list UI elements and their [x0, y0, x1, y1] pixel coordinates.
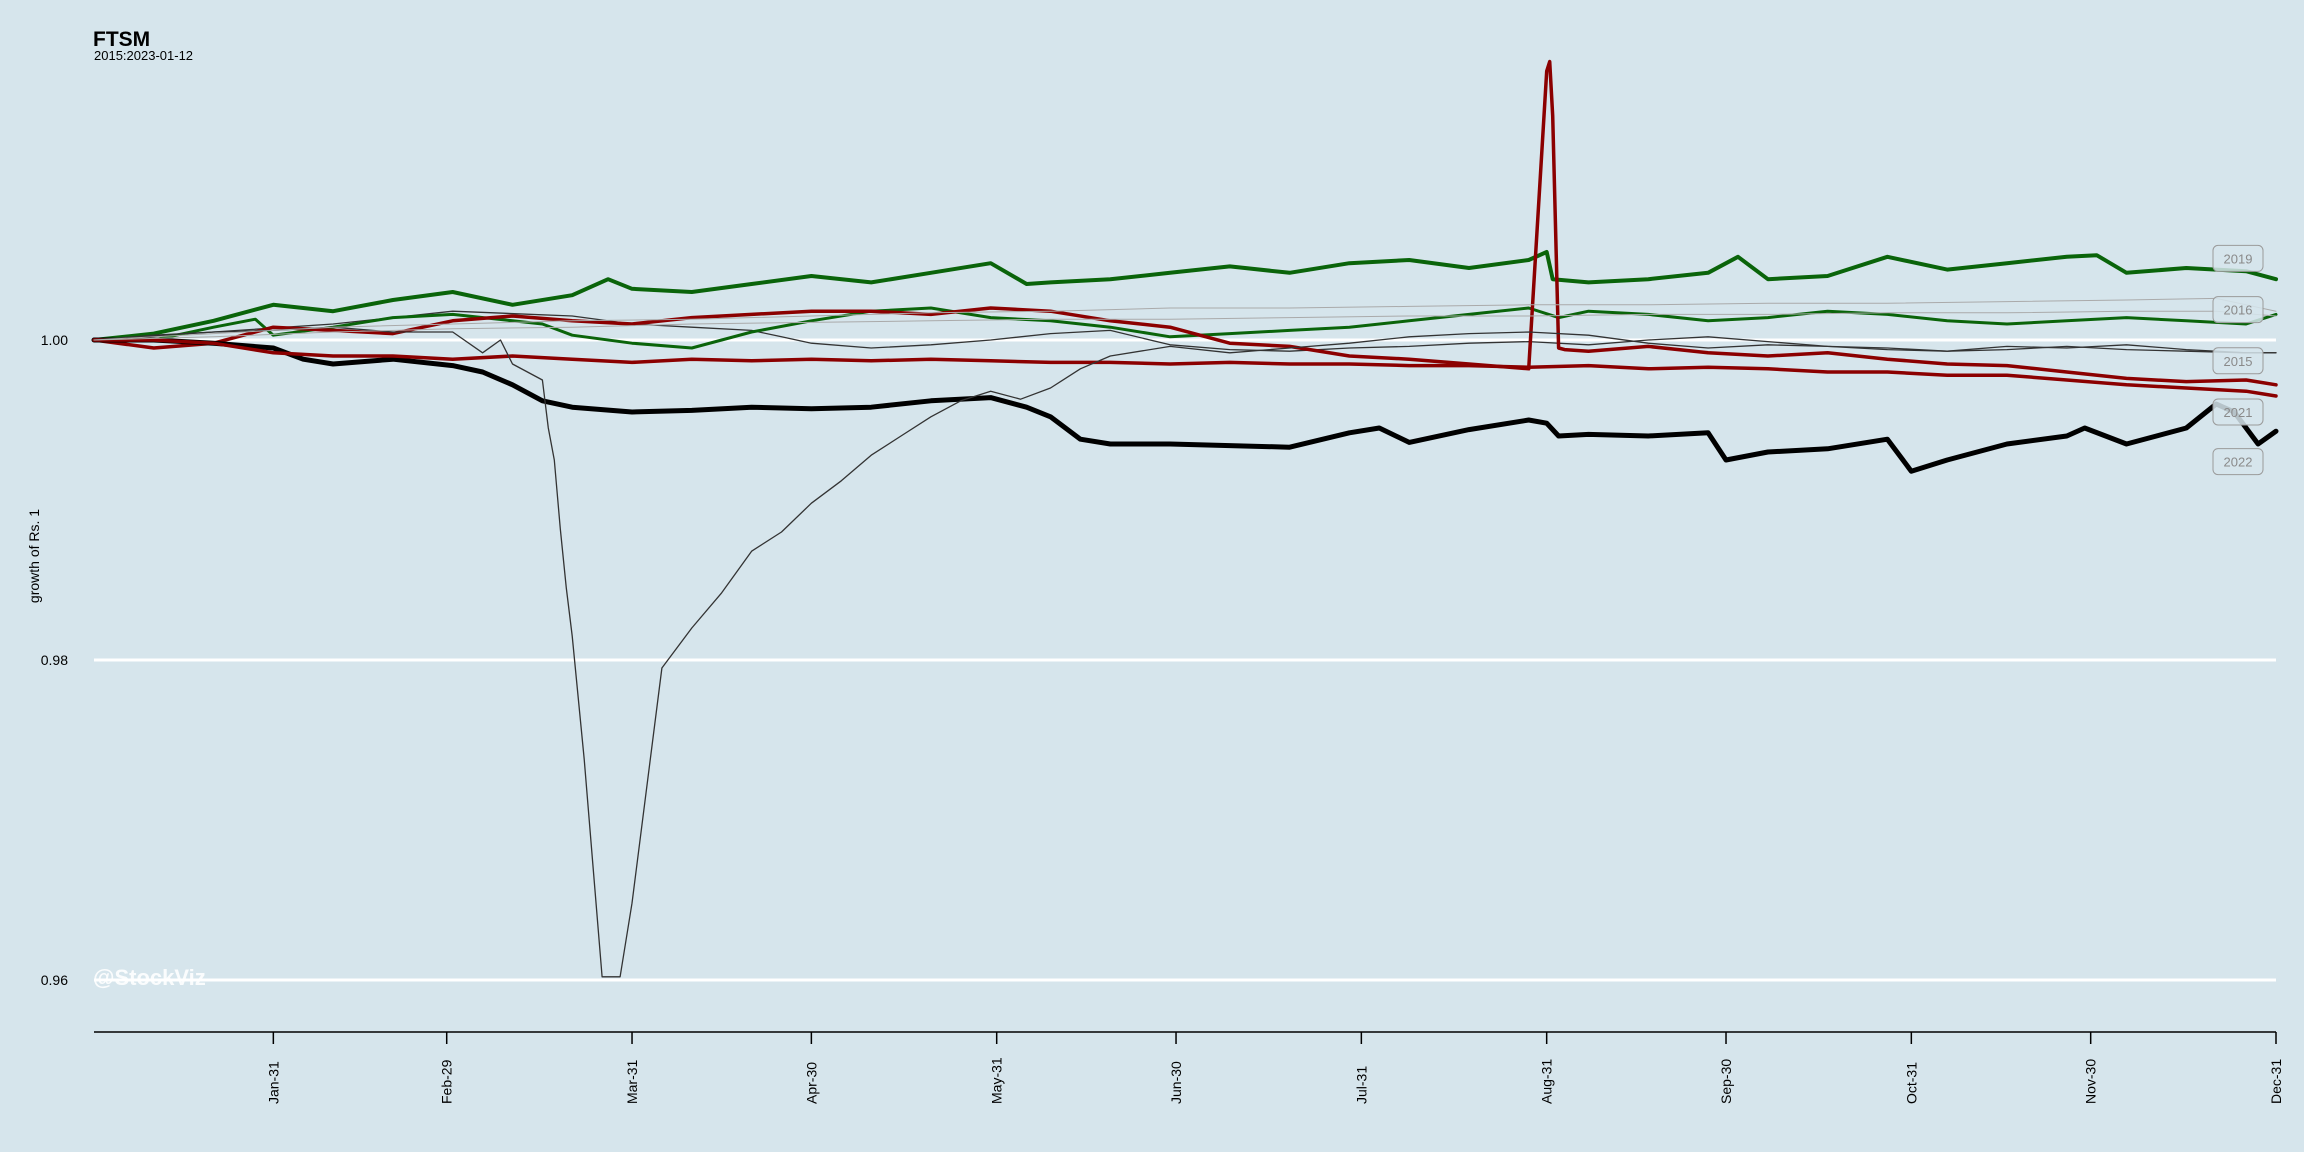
end-labels: 2019 2016 2015 2021 2022: [2212, 244, 2264, 476]
series-line-2019: [92, 250, 2278, 342]
end-label: 2016: [2212, 296, 2264, 324]
y-tick-label: 0.96: [41, 972, 68, 988]
watermark: @StockViz: [93, 965, 206, 990]
end-label-text: 2021: [2224, 405, 2253, 420]
x-tick-label: Dec-31: [2268, 1059, 2284, 1104]
series-layer: [91, 59, 2279, 978]
end-label-box: [2212, 347, 2264, 375]
x-tick-label: Mar-31: [624, 1059, 640, 1104]
end-label-text: 2022: [2224, 455, 2253, 470]
series-line-2021: [92, 59, 2278, 387]
end-label-box: [2212, 448, 2264, 476]
x-tick-label: Feb-29: [439, 1059, 455, 1104]
x-tick-label: Nov-30: [2083, 1059, 2099, 1104]
end-label: 2015: [2212, 347, 2264, 375]
x-tick-label: Sep-30: [1718, 1059, 1734, 1104]
chart-subtitle: 2015:2023-01-12: [94, 48, 194, 63]
axes: 0.96 0.98 1.00 Jan-31 Feb-29 Mar-31 Apr-30 May-…: [41, 332, 2284, 1104]
end-label-box: [2212, 398, 2264, 426]
end-label-box: [2212, 244, 2264, 272]
series-line-unlabeled-6: [93, 326, 2277, 978]
chart-title: FTSM: [93, 28, 151, 51]
x-tick-label: Apr-30: [803, 1062, 819, 1104]
x-tick-label: Jun-30: [1168, 1061, 1184, 1104]
x-tick-label: Oct-31: [1903, 1062, 1919, 1104]
end-label: 2022: [2212, 448, 2264, 476]
series-line-2016: [92, 306, 2278, 350]
y-axis-label: growth of Rs. 1: [26, 508, 42, 604]
end-label: 2019: [2212, 244, 2264, 272]
end-label: 2021: [2212, 398, 2264, 426]
x-tick-label: Aug-31: [1539, 1059, 1555, 1104]
x-tick-label: Jan-31: [265, 1061, 281, 1104]
x-tick-label: Jul-31: [1353, 1066, 1369, 1104]
end-label-text: 2015: [2224, 354, 2253, 369]
y-tick-label: 0.98: [41, 652, 68, 668]
series-line-unlabeled-8: [93, 310, 2277, 341]
series-line-unlabeled-7: [93, 297, 2277, 341]
series-line-2022: [91, 337, 2279, 474]
series-line-2015: [93, 310, 2277, 354]
series-line-unlabeled-5: [92, 338, 2278, 398]
end-label-text: 2016: [2224, 303, 2253, 318]
end-label-box: [2212, 296, 2264, 324]
x-tick-label: May-31: [989, 1057, 1005, 1104]
gridlines: [94, 338, 2276, 982]
end-label-text: 2019: [2224, 251, 2253, 266]
y-tick-label: 1.00: [41, 332, 68, 348]
